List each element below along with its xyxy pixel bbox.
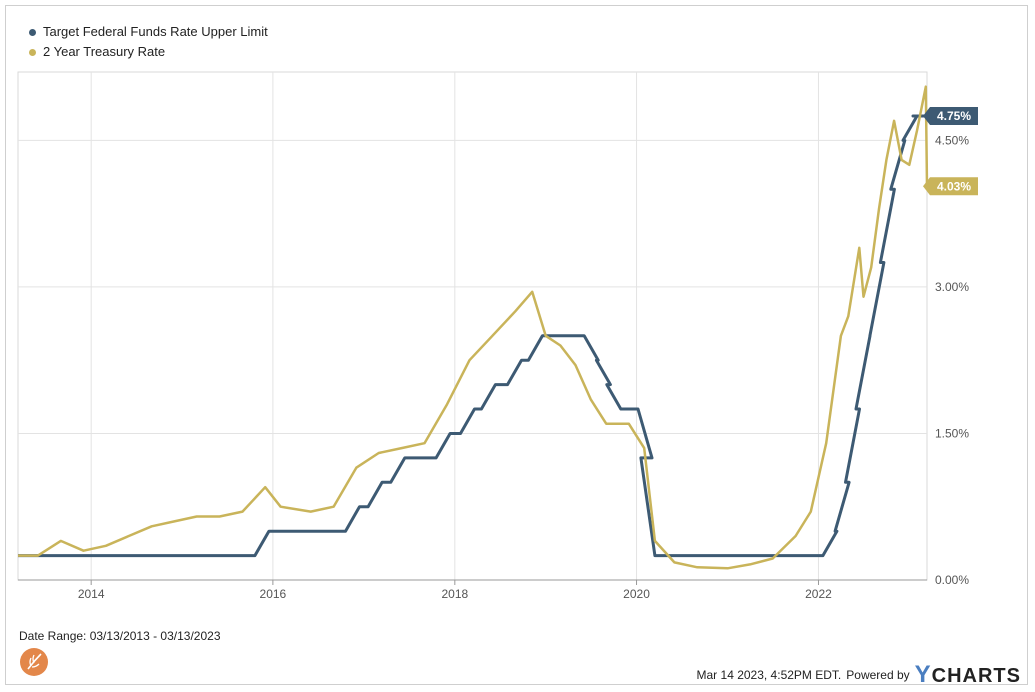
series-line-fed-funds [18, 114, 927, 558]
x-tick-label: 2020 [623, 587, 650, 601]
company-logo-icon [20, 648, 48, 676]
legend-item-2yr-treasury[interactable]: 2 Year Treasury Rate [29, 42, 268, 62]
chart-frame [5, 5, 1028, 685]
ycharts-logo[interactable]: Y CHARTS [915, 661, 1021, 689]
plot-area [17, 71, 928, 581]
ycharts-logo-text: CHARTS [931, 665, 1021, 687]
y-tick-label: 4.50% [935, 133, 969, 147]
legend-marker-icon [29, 48, 36, 56]
y-tick-label: 3.00% [935, 280, 969, 294]
x-tick-label: 2014 [78, 587, 105, 601]
end-value-label: 4.75% [937, 109, 971, 123]
legend-marker-icon [29, 28, 36, 36]
date-range-text: Date Range: 03/13/2013 - 03/13/2023 [19, 629, 221, 643]
chart-legend: Target Federal Funds Rate Upper Limit 2 … [29, 22, 268, 62]
end-value-flag [923, 177, 978, 196]
legend-label: Target Federal Funds Rate Upper Limit [43, 24, 268, 39]
x-tick-label: 2022 [805, 587, 832, 601]
end-value-label: 4.03% [937, 179, 971, 193]
x-tick-label: 2018 [441, 587, 468, 601]
x-tick-label: 2016 [260, 587, 287, 601]
end-value-flag [923, 106, 978, 125]
ycharts-logo-y: Y [914, 661, 932, 688]
legend-label: 2 Year Treasury Rate [43, 44, 166, 59]
legend-item-fed-funds[interactable]: Target Federal Funds Rate Upper Limit [29, 22, 268, 42]
y-tick-label: 1.50% [935, 426, 969, 440]
powered-by-text: Powered by [846, 668, 910, 682]
series-line-2yr-treasury [18, 85, 929, 570]
y-tick-label: 0.00% [935, 573, 969, 587]
footer-attribution: Mar 14 2023, 4:52PM EDT. Powered by Y CHA… [697, 661, 1021, 689]
timestamp-text: Mar 14 2023, 4:52PM EDT. [696, 668, 842, 682]
